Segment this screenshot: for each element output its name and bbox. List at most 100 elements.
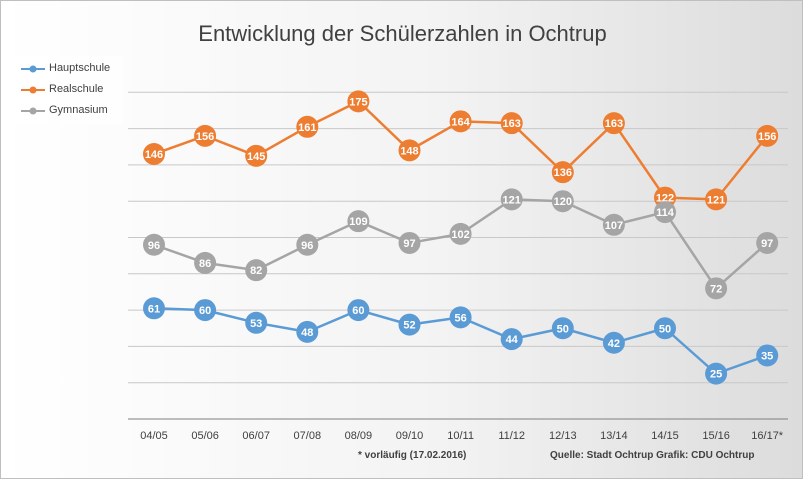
x-tick-label: 14/15 [651,430,679,442]
data-label: 164 [451,116,470,128]
data-label: 102 [451,229,469,241]
data-point [296,320,319,343]
data-label: 109 [349,216,367,228]
series-gymnasium: 96 86 82 96 109 97 102 121 120 107 114 72 97 [143,188,779,300]
x-tick-label: 12/13 [549,430,577,442]
series-realschule: 146 156 145 161 175 148 164 163 136 163 122 121 156 [143,90,779,211]
x-tick-label: 05/06 [191,430,219,442]
data-label: 163 [605,118,623,130]
data-point [705,188,728,211]
data-point [449,306,472,329]
data-point [551,161,574,184]
data-label: 97 [403,238,415,250]
chart-title: Entwicklung der Schülerzahlen in Ochtrup [198,21,607,46]
data-label: 156 [758,131,776,143]
data-label: 148 [400,145,418,157]
x-tick-label: 10/11 [447,430,474,442]
data-label: 96 [301,240,313,252]
series-hauptschule: 61 60 53 48 60 52 56 44 50 42 50 25 35 [143,297,779,385]
data-point [551,317,574,340]
data-label: 121 [707,194,725,206]
data-point [500,328,523,351]
data-point [398,231,421,254]
data-label: 82 [250,265,262,277]
data-point [245,259,268,282]
data-point [245,311,268,334]
data-point [756,231,779,254]
data-point [705,362,728,385]
data-point [296,115,319,138]
data-label: 107 [605,220,623,232]
data-point [347,299,370,322]
legend-label-gymnasium: Gymnasium [49,104,108,116]
data-point [194,124,217,147]
data-point [245,144,268,167]
data-point [705,277,728,300]
data-point [551,190,574,213]
data-point [449,110,472,133]
data-label: 120 [554,196,572,208]
legend-label-hauptschule: Hauptschule [49,62,111,74]
data-label: 163 [503,118,521,130]
data-label: 48 [301,327,313,339]
data-label: 145 [247,151,265,163]
data-point [602,112,625,135]
data-point [500,188,523,211]
data-point [449,222,472,245]
data-point [296,233,319,256]
data-label: 72 [710,283,722,295]
data-label: 86 [199,258,211,270]
x-tick-label: 15/16 [702,430,730,442]
data-point [398,139,421,162]
data-label: 50 [659,323,671,335]
data-point [347,90,370,113]
x-tick-label: 04/05 [140,430,168,442]
data-label: 35 [761,350,773,362]
data-point [194,251,217,274]
data-label: 175 [349,96,367,108]
data-label: 44 [506,334,519,346]
data-point [143,297,165,320]
data-label: 52 [403,320,415,332]
data-label: 121 [503,194,521,206]
data-point [654,317,676,340]
data-label: 42 [608,338,620,350]
data-label: 60 [199,305,211,317]
data-label: 60 [352,305,364,317]
data-point [500,112,523,135]
data-label: 96 [148,240,160,252]
legend: Hauptschule Realschule Gymnasium [15,56,123,124]
x-tick-label: 08/09 [345,430,373,442]
data-label: 122 [656,193,674,205]
data-point [398,313,421,336]
x-tick-label: 09/10 [396,430,424,442]
data-label: 156 [196,131,214,143]
footnote-source: Quelle: Stadt Ochtrup Grafik: CDU Ochtru… [550,450,755,461]
data-label: 25 [710,369,722,381]
data-point [654,201,676,224]
data-label: 161 [298,122,316,134]
data-label: 114 [656,207,675,219]
data-point [194,299,217,322]
data-label: 50 [557,323,569,335]
legend-label-realschule: Realschule [49,83,104,95]
data-point [143,233,165,256]
data-point [756,344,779,367]
data-point [143,143,165,166]
x-tick-label: 07/08 [294,430,322,442]
data-point [602,331,625,354]
data-label: 146 [145,149,163,161]
data-label: 97 [761,238,773,250]
x-tick-label: 06/07 [242,430,270,442]
x-tick-label: 11/12 [498,430,525,442]
data-point [602,213,625,236]
data-label: 61 [148,303,160,315]
data-point [756,124,779,147]
data-label: 53 [250,318,262,330]
x-tick-label: 13/14 [600,430,628,442]
data-point [347,210,370,233]
x-tick-label: 16/17* [751,430,784,442]
data-label: 136 [554,167,572,179]
